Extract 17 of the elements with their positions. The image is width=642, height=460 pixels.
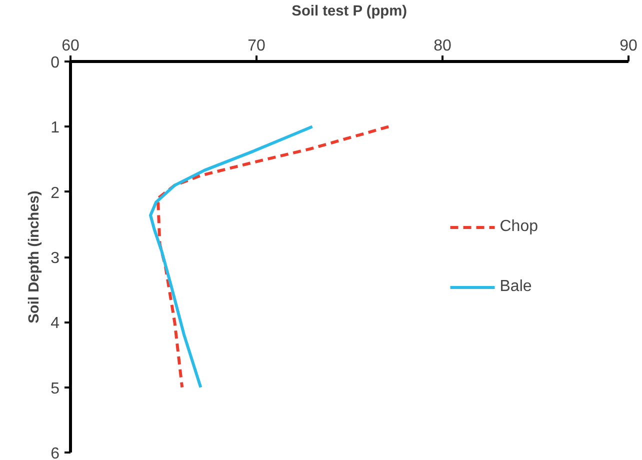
y-tick-label: 1 [50,120,60,137]
y-tick-label: 3 [50,250,60,267]
y-tick-label: 5 [50,380,60,398]
x-tick-label: 90 [620,38,638,54]
y-tick-label: 6 [50,446,60,460]
x-tick-label: 60 [62,38,80,54]
legend-label: Chop [500,218,538,236]
x-tick-label: 80 [434,38,452,54]
x-tick-label: 70 [248,38,266,54]
line-series [156,125,390,389]
y-tick-label: 2 [50,184,60,202]
y-tick-label: 4 [50,315,60,332]
y-axis-title: Soil Depth (inches) [26,190,43,324]
legend-label: Bale [500,278,532,296]
line-series [148,125,314,389]
y-tick-label: 0 [50,54,60,72]
x-axis-title: Soil test P (ppm) [292,4,408,20]
